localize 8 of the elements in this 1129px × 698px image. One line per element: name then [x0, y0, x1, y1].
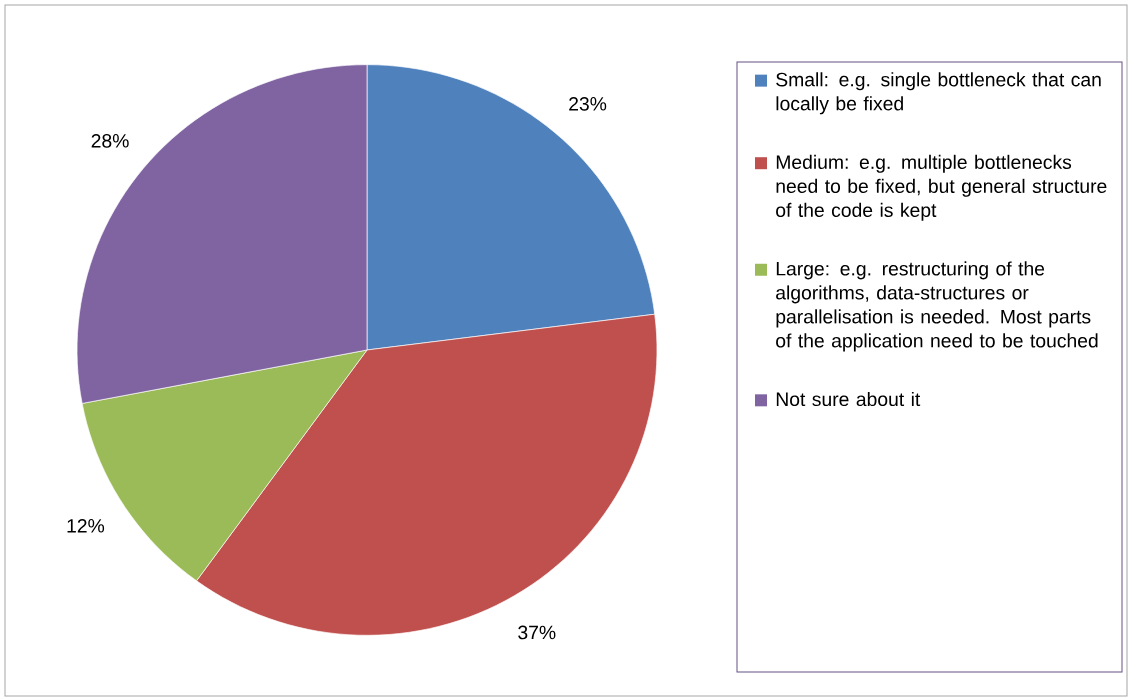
legend-label: Medium: e.g. multiple bottlenecks need to be fixed, but general structure of the code is kept [776, 154, 1107, 221]
data-label: 37% [518, 625, 556, 640]
data-label: 23% [569, 97, 607, 111]
legend-label: Small: e.g. single bottleneck that can locally be fixed [776, 72, 1101, 115]
legend-label: Large: e.g. restructuring of the algorithms, data-structures or parallelisation is needed. Most parts of the application need to be touched [776, 261, 1098, 352]
data-label: 28% [91, 133, 129, 148]
data-label: 12% [67, 518, 105, 533]
legend-label: Not sure about it [776, 391, 921, 407]
